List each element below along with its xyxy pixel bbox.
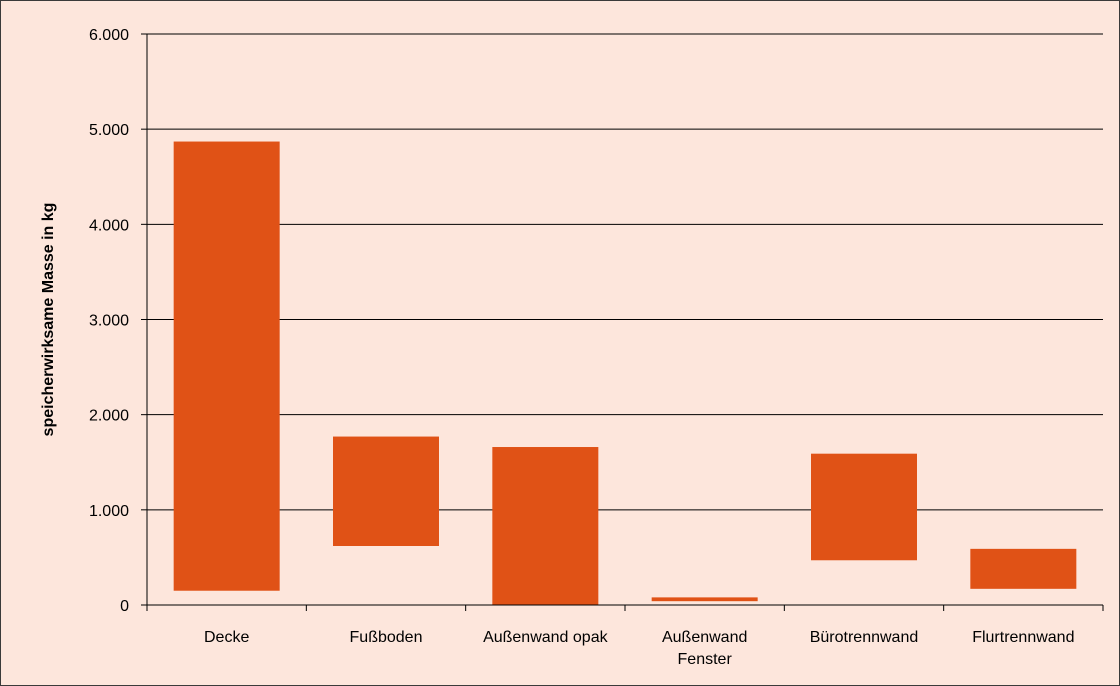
y-tick-label: 5.000 xyxy=(89,122,129,139)
y-tick-label: 2.000 xyxy=(89,408,129,425)
x-category-label: Decke xyxy=(204,629,249,646)
bar xyxy=(173,141,280,591)
y-axis-title: speicherwirksame Masse in kg xyxy=(40,203,57,437)
bar xyxy=(970,548,1077,589)
y-tick-label: 4.000 xyxy=(89,217,129,234)
y-tick-label: 1.000 xyxy=(89,503,129,520)
y-tick-label: 6.000 xyxy=(89,27,129,44)
y-tick-label: 3.000 xyxy=(89,313,129,330)
bar xyxy=(651,597,758,602)
bar xyxy=(492,447,599,605)
y-tick-label: 0 xyxy=(120,598,129,615)
bar xyxy=(333,436,439,546)
x-category-label: Flurtrennwand xyxy=(972,629,1074,646)
x-category-label: Bürotrennwand xyxy=(810,629,919,646)
x-category-label: Außenwand opak xyxy=(483,629,609,646)
x-category-label: Fußboden xyxy=(350,629,423,646)
x-category-label: Außenwand Fenster xyxy=(662,629,747,668)
bar xyxy=(811,453,917,561)
